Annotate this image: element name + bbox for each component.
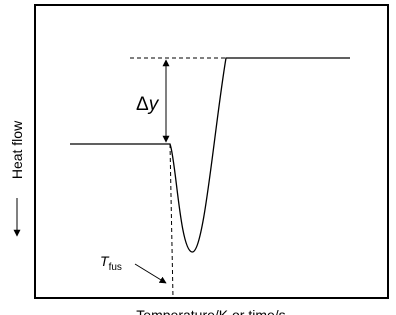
fusion-arrow xyxy=(134,263,167,284)
x-axis-label: Temperature/K or time/s xyxy=(136,307,285,315)
onset-tangent xyxy=(169,143,174,299)
heat-flow-curve xyxy=(70,57,350,253)
fusion-temperature-label: Tfus xyxy=(100,253,122,273)
delta-symbol: Δ xyxy=(136,94,149,115)
fusion-symbol: T xyxy=(100,253,110,269)
fusion-subscript: fus xyxy=(109,262,122,273)
delta-variable: y xyxy=(147,94,160,115)
plot-frame xyxy=(34,4,389,299)
y-axis-label: Heat flow xyxy=(9,120,25,179)
delta-label: Δy xyxy=(136,94,160,115)
